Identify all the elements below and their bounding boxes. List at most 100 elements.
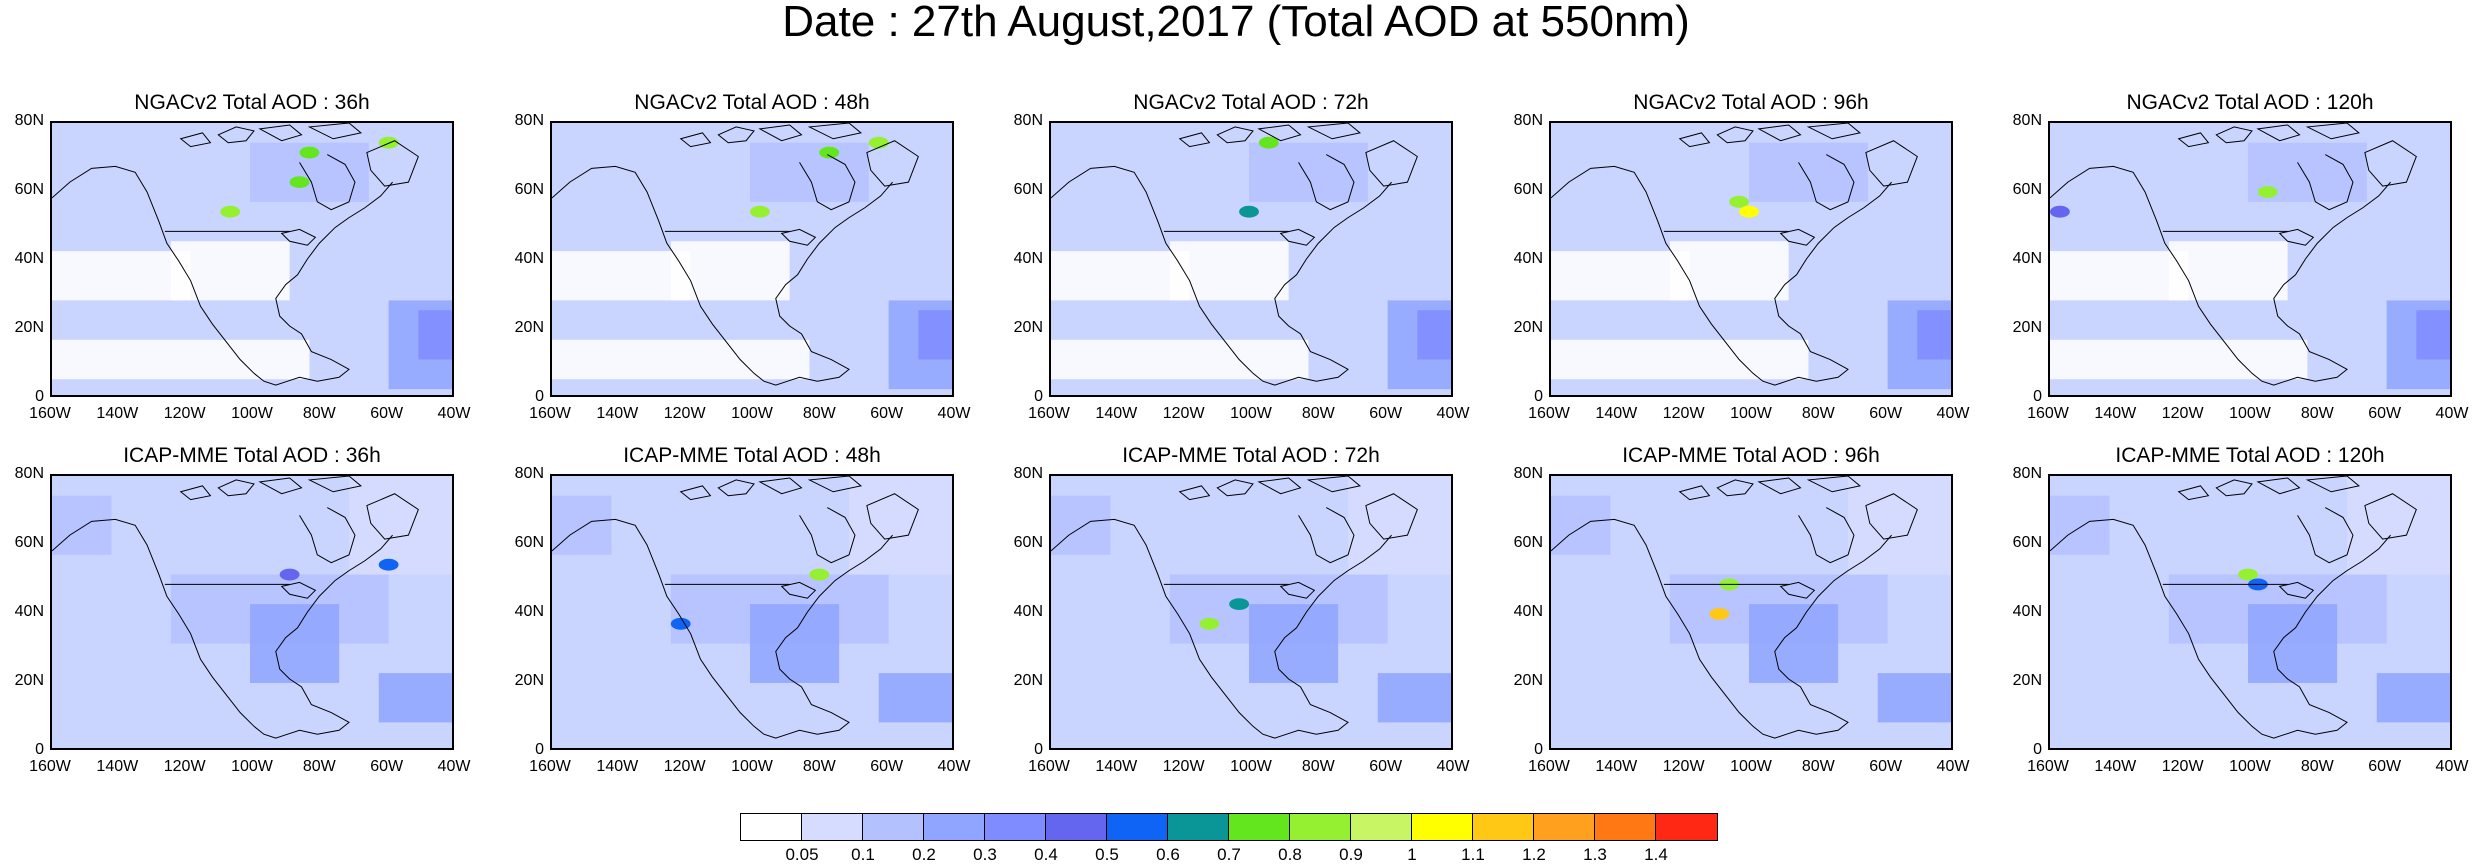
y-tick-label: 0 — [2033, 388, 2042, 405]
x-tick-label: 80W — [1301, 758, 1335, 775]
panel-title: ICAP-MME Total AOD : 120h — [2115, 444, 2385, 467]
y-tick-label: 20N — [14, 672, 44, 689]
colorbar-swatch — [1046, 814, 1107, 840]
colorbar-label: 0.3 — [973, 845, 997, 864]
aod-field — [1551, 123, 1951, 390]
main-title: Date : 27th August,2017 (Total AOD at 55… — [782, 0, 1690, 46]
x-tick-label: 160W — [2027, 405, 2069, 422]
arctic-island-outline — [1716, 479, 1754, 497]
x-tick-label: 80W — [302, 758, 336, 775]
aod-map-panel — [2048, 121, 2452, 397]
arctic-island-outline — [679, 132, 712, 148]
x-tick-label: 100W — [2229, 758, 2271, 775]
aod-map-panel — [1549, 121, 1953, 397]
coastline — [52, 165, 393, 386]
arctic-island-outline — [2256, 477, 2301, 495]
x-tick-label: 160W — [1028, 405, 1070, 422]
x-tick-label: 100W — [731, 758, 773, 775]
colorbar-label: 1.4 — [1644, 845, 1668, 864]
x-tick-label: 120W — [663, 758, 706, 775]
arctic-island-outline — [1716, 126, 1754, 144]
coastline — [1551, 518, 1892, 739]
x-tick-label: 140W — [596, 758, 639, 775]
x-tick-label: 40W — [1436, 405, 1470, 422]
colorbar-swatch — [741, 814, 802, 840]
arctic-island-outline — [1365, 140, 1418, 187]
arctic-island-outline — [758, 124, 803, 142]
x-tick-label: 160W — [529, 758, 571, 775]
arctic-island-outline — [1865, 140, 1918, 187]
colorbar-swatch — [1168, 814, 1229, 840]
x-tick-label: 60W — [870, 758, 904, 775]
aod-map-panel — [1049, 121, 1453, 397]
arctic-island-outline — [679, 485, 712, 501]
panel-title: NGACv2 Total AOD : 96h — [1633, 91, 1869, 114]
x-tick-label: 140W — [1595, 758, 1638, 775]
x-tick-label: 120W — [1162, 758, 1205, 775]
y-tick-label: 60N — [14, 181, 44, 198]
aod-map-panel — [550, 121, 954, 397]
aod-field — [552, 476, 952, 739]
y-tick-label: 60N — [1013, 181, 1043, 198]
great-lakes-outline — [1279, 581, 1316, 599]
aod-map-panel — [1049, 474, 1453, 750]
x-tick-label: 80W — [802, 405, 836, 422]
colorbar-label: 0.05 — [785, 845, 819, 864]
x-tick-label: 160W — [1528, 758, 1570, 775]
y-tick-label: 0 — [1034, 388, 1043, 405]
x-tick-label: 120W — [2161, 405, 2204, 422]
y-tick-label: 80N — [514, 112, 544, 129]
arctic-island-outline — [1678, 132, 1711, 148]
y-tick-label: 0 — [535, 741, 544, 758]
arctic-island-outline — [217, 479, 255, 497]
great-lakes-outline — [1279, 228, 1316, 246]
x-tick-label: 80W — [2300, 405, 2334, 422]
y-tick-label: 60N — [1513, 534, 1543, 551]
colorbar-label: 1.2 — [1522, 845, 1546, 864]
y-tick-label: 40N — [514, 250, 544, 267]
y-tick-label: 80N — [14, 465, 44, 482]
arctic-island-outline — [307, 476, 363, 493]
colorbar-label: 0.1 — [851, 845, 875, 864]
y-tick-label: 80N — [1013, 465, 1043, 482]
great-lakes-outline — [1779, 228, 1816, 246]
y-tick-label: 0 — [1534, 388, 1543, 405]
x-tick-label: 140W — [1095, 758, 1138, 775]
arctic-island-outline — [1757, 124, 1802, 142]
x-tick-label: 100W — [1230, 405, 1272, 422]
colorbar-swatch — [863, 814, 924, 840]
x-tick-label: 100W — [731, 405, 773, 422]
x-tick-label: 80W — [302, 405, 336, 422]
x-tick-label: 100W — [231, 405, 273, 422]
y-tick-label: 0 — [1034, 741, 1043, 758]
y-tick-label: 0 — [2033, 741, 2042, 758]
colorbar-swatch — [1107, 814, 1168, 840]
aod-map-panel — [50, 121, 454, 397]
x-tick-label: 140W — [2094, 405, 2137, 422]
x-tick-label: 160W — [29, 758, 71, 775]
great-lakes-outline — [2278, 228, 2315, 246]
arctic-island-outline — [1216, 126, 1254, 144]
y-tick-label: 40N — [1513, 250, 1543, 267]
x-tick-label: 120W — [163, 405, 206, 422]
y-tick-label: 40N — [1513, 603, 1543, 620]
arctic-island-outline — [2256, 124, 2301, 142]
y-tick-label: 20N — [1513, 319, 1543, 336]
y-tick-label: 0 — [1534, 741, 1543, 758]
x-tick-label: 140W — [596, 405, 639, 422]
arctic-island-outline — [758, 477, 803, 495]
coastline — [2050, 518, 2391, 739]
colorbar-label: 0.5 — [1095, 845, 1119, 864]
x-tick-label: 80W — [802, 758, 836, 775]
arctic-island-outline — [1178, 132, 1211, 148]
x-tick-label: 160W — [29, 405, 71, 422]
y-tick-label: 20N — [14, 319, 44, 336]
y-tick-label: 60N — [2012, 181, 2042, 198]
hudson-bay-outline — [1798, 154, 1855, 211]
y-tick-label: 40N — [1013, 603, 1043, 620]
arctic-island-outline — [179, 132, 212, 148]
colorbar-label: 0.6 — [1156, 845, 1180, 864]
x-tick-label: 40W — [937, 758, 971, 775]
hudson-bay-outline — [1298, 154, 1355, 211]
colorbar-label: 1.1 — [1461, 845, 1485, 864]
